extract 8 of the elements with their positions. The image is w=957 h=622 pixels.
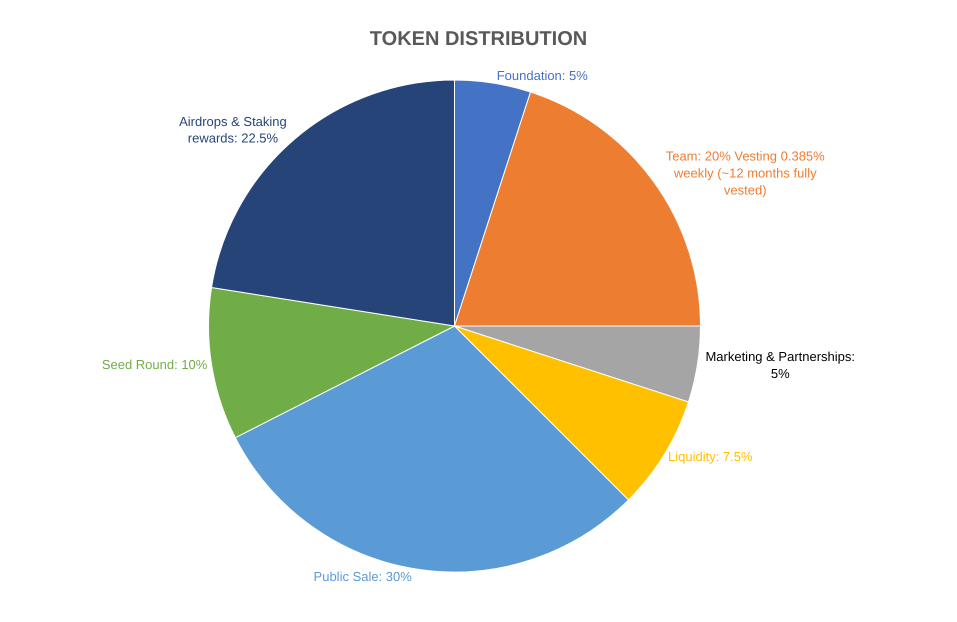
slice-label: Marketing & Partnerships: 5% [705,348,856,381]
slice-label: Public Sale: 30% [314,568,412,584]
slice-label: Seed Round: 10% [102,357,208,372]
slice-label: Liquidity: 7.5% [668,449,753,464]
slice-label: Foundation: 5% [496,68,588,84]
slice-label: Airdrops & Staking rewards: 22.5% [179,114,287,146]
chart-title: TOKEN DISTRIBUTION [370,28,588,50]
slice-label: Team: 20% Vesting 0.385% weekly (~12 months fully vested) [666,148,826,198]
